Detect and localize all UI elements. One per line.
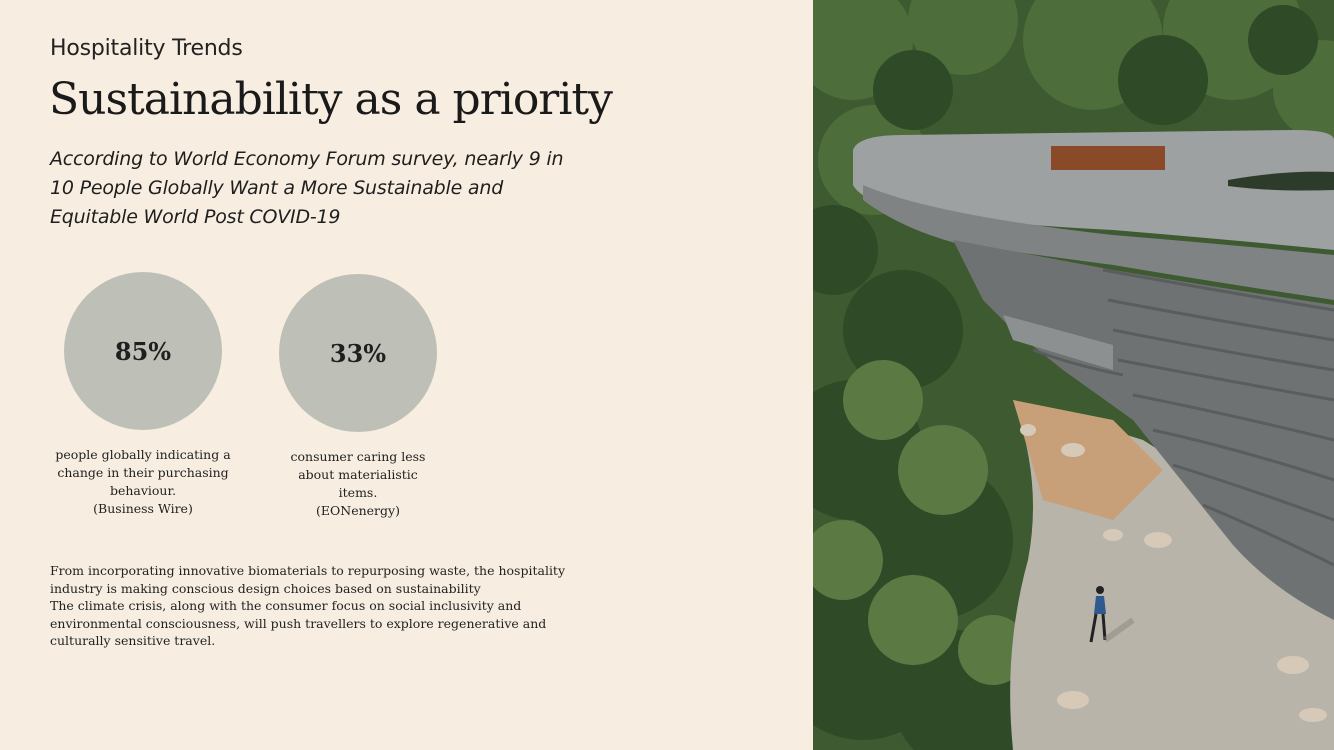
stat-caption: consumer caring less about materialistic… [268,448,448,520]
body-text: From incorporating innovative biomateria… [50,562,590,650]
hero-photo [813,0,1334,750]
stat-circle: 33% [279,274,437,432]
section-kicker: Hospitality Trends [50,36,243,61]
stat-card-85: 85% people globally indicating a change … [50,272,236,518]
stat-circle: 85% [64,272,222,430]
body-paragraph: The climate crisis, along with the consu… [50,598,547,648]
stat-source: (EONenergy) [316,503,400,518]
body-paragraph: From incorporating innovative biomateria… [50,563,566,596]
stat-source: (Business Wire) [93,501,193,516]
stat-caption-line: items. [338,485,378,500]
stat-caption: people globally indicating a change in t… [50,446,236,518]
stat-caption-line: about materialistic [298,467,418,482]
stat-caption-line: people globally indicating a [55,447,231,462]
page-title: Sustainability as a priority [49,74,613,125]
architecture-photo-illustration [813,0,1334,750]
stat-value: 85% [114,336,172,366]
stat-caption-line: behaviour. [109,483,177,498]
page-subtitle: According to World Economy Forum survey,… [50,148,564,228]
stat-caption-line: consumer caring less [290,449,426,464]
stat-card-33: 33% consumer caring less about materiali… [268,274,448,520]
text-panel: Hospitality Trends Sustainability as a p… [49,36,613,650]
stat-caption-line: change in their purchasing [57,465,229,480]
stat-value: 33% [329,338,387,368]
